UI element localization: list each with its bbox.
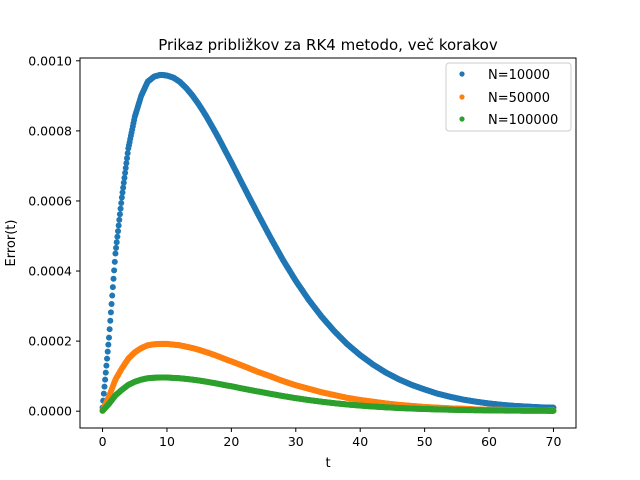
x-tick-label: 70 — [546, 434, 562, 449]
data-point — [102, 376, 109, 383]
plot-area — [79, 57, 577, 429]
series-layer — [99, 71, 557, 414]
data-point — [106, 326, 113, 333]
data-point — [118, 194, 125, 201]
data-point — [109, 284, 116, 291]
series-n-100000 — [99, 374, 557, 414]
data-point — [124, 150, 131, 157]
x-tick-label: 60 — [481, 434, 497, 449]
data-point — [118, 200, 125, 207]
y-tick-label: 0.0000 — [28, 404, 72, 419]
data-point — [100, 390, 107, 397]
x-axis: 0 10 20 30 40 50 60 70 — [99, 428, 562, 449]
data-point — [101, 383, 108, 390]
legend-marker-n10000 — [459, 71, 465, 77]
axes-frame — [79, 57, 577, 429]
series-n-10000 — [99, 71, 557, 411]
data-point — [120, 184, 127, 191]
x-tick-label: 40 — [352, 434, 368, 449]
data-point — [116, 216, 123, 223]
data-point — [113, 244, 120, 251]
y-axis-label: Error(t) — [4, 220, 19, 267]
y-tick-label: 0.0008 — [28, 123, 72, 138]
legend-marker-n100000 — [459, 116, 465, 122]
y-tick-label: 0.0004 — [28, 264, 72, 279]
legend-label-n50000: N=50000 — [488, 91, 550, 106]
data-point — [105, 341, 112, 348]
data-point — [107, 317, 114, 324]
data-point — [124, 155, 131, 162]
data-point — [110, 275, 117, 282]
y-axis: 0.0000 0.0002 0.0004 0.0006 0.0008 0.0010 — [28, 53, 80, 419]
data-point — [111, 258, 118, 265]
x-tick-label: 10 — [159, 434, 175, 449]
data-point — [112, 250, 119, 257]
data-point — [121, 174, 128, 181]
x-axis-label: t — [325, 456, 330, 471]
y-tick-label: 0.0010 — [28, 53, 72, 68]
legend: N=10000 N=50000 N=100000 — [445, 62, 572, 132]
legend-box — [445, 62, 572, 132]
data-point — [122, 165, 129, 172]
data-point — [119, 189, 126, 196]
data-point — [120, 179, 127, 186]
data-point — [102, 369, 109, 376]
x-tick-label: 0 — [99, 434, 107, 449]
data-point — [115, 228, 122, 235]
data-point — [108, 300, 115, 307]
data-point — [117, 205, 124, 212]
legend-label-n10000: N=10000 — [488, 68, 550, 83]
data-point — [107, 309, 114, 316]
legend-label-n100000: N=100000 — [488, 113, 558, 128]
data-point — [104, 355, 111, 362]
data-point — [114, 233, 121, 240]
legend-marker-n50000 — [459, 94, 465, 100]
data-point — [111, 267, 118, 274]
x-tick-label: 20 — [223, 434, 239, 449]
data-point — [103, 362, 110, 369]
data-point — [123, 160, 130, 167]
chart-title: Prikaz približkov za RK4 metodo, več kor… — [158, 36, 498, 54]
data-point — [115, 222, 122, 229]
data-point — [116, 211, 123, 218]
y-tick-label: 0.0002 — [28, 334, 72, 349]
y-tick-label: 0.0006 — [28, 193, 72, 208]
data-point — [122, 169, 129, 176]
data-point — [113, 239, 120, 246]
x-tick-label: 50 — [417, 434, 433, 449]
data-point — [104, 348, 111, 355]
x-tick-label: 30 — [288, 434, 304, 449]
data-point — [109, 292, 116, 299]
data-point — [550, 407, 557, 414]
data-point — [105, 334, 112, 341]
